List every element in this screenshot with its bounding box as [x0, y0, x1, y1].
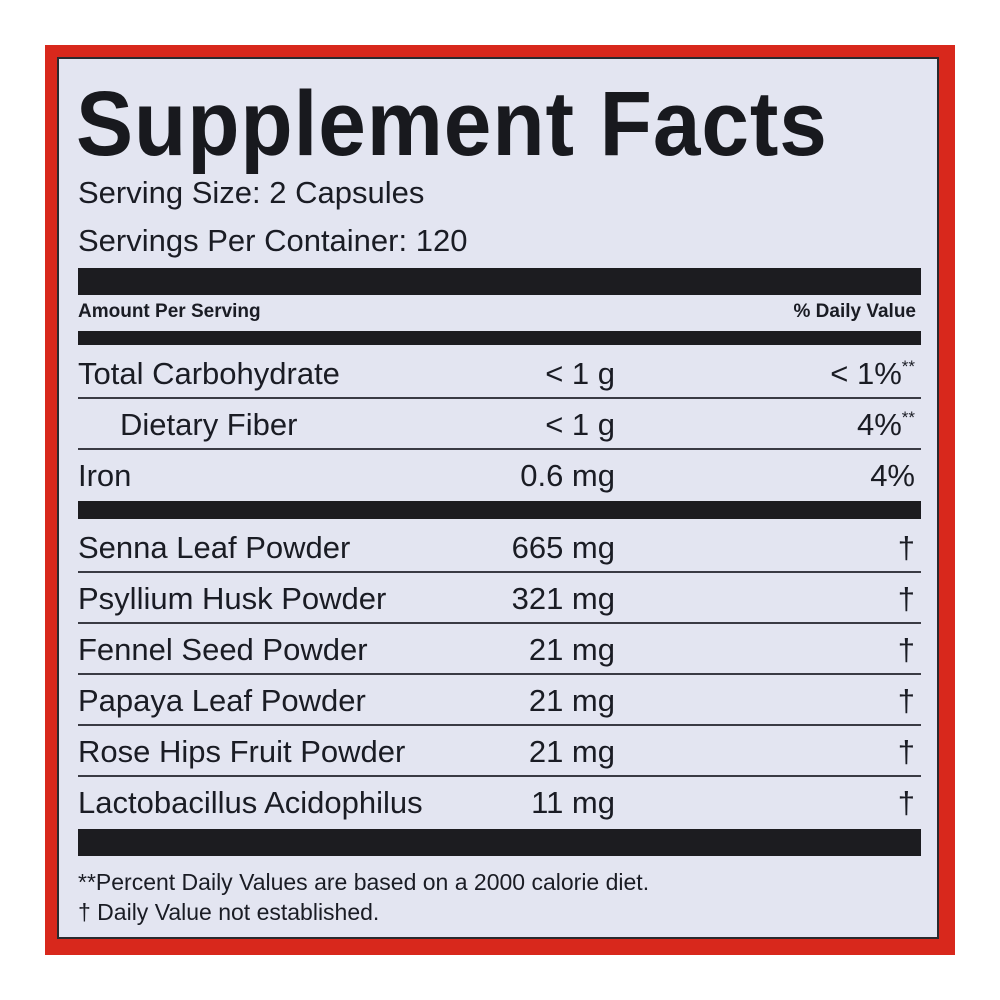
nutrient-dv: < 1%** — [830, 356, 915, 391]
amount-header: Amount Per Serving — [78, 301, 261, 322]
dagger-mark: † — [897, 683, 915, 718]
ingredient-row: Senna Leaf Powder 665 mg † — [78, 522, 921, 572]
ingredient-row: Psyllium Husk Powder 321 mg † — [78, 573, 921, 623]
nutrient-name: Dietary Fiber — [120, 407, 298, 442]
ingredient-name: Senna Leaf Powder — [78, 530, 351, 565]
ingredient-amount: 11 mg — [531, 785, 615, 820]
row-divider — [78, 397, 921, 399]
label-title: Supplement Facts — [76, 73, 828, 175]
row-divider — [78, 622, 921, 624]
row-divider — [78, 571, 921, 573]
nutrient-amount: 0.6 mg — [520, 458, 615, 493]
nutrient-amount: < 1 g — [545, 407, 615, 442]
nutrient-name: Iron — [78, 458, 132, 493]
nutrient-dv: 4%** — [856, 407, 915, 442]
dagger-mark: † — [897, 581, 915, 616]
row-divider — [78, 673, 921, 675]
nutrient-row: Dietary Fiber < 1 g 4%** — [78, 399, 921, 449]
dagger-mark: † — [897, 734, 915, 769]
medium-divider — [78, 501, 921, 519]
nutrient-row: Total Carbohydrate < 1 g < 1%** — [78, 348, 921, 398]
ingredient-name: Lactobacillus Acidophilus — [78, 785, 423, 820]
medium-divider — [78, 331, 921, 345]
daily-value-header: % Daily Value — [793, 301, 916, 322]
thick-divider — [78, 829, 921, 856]
ingredient-amount: 665 mg — [511, 530, 615, 565]
nutrient-amount: < 1 g — [545, 356, 615, 391]
servings-per-container: Servings Per Container: 120 — [78, 223, 468, 258]
nutrient-dv: 4% — [870, 458, 915, 493]
row-divider — [78, 775, 921, 777]
row-divider — [78, 448, 921, 450]
thick-divider — [78, 268, 921, 295]
ingredient-row: Papaya Leaf Powder 21 mg † — [78, 675, 921, 725]
ingredient-amount: 21 mg — [528, 632, 615, 667]
dagger-mark: † — [897, 632, 915, 667]
footnote-not-established: † Daily Value not established. — [78, 899, 380, 925]
ingredient-amount: 21 mg — [528, 734, 615, 769]
ingredient-name: Papaya Leaf Powder — [78, 683, 366, 718]
ingredient-name: Fennel Seed Powder — [78, 632, 368, 667]
ingredient-row: Rose Hips Fruit Powder 21 mg † — [78, 726, 921, 776]
serving-size: Serving Size: 2 Capsules — [78, 175, 425, 210]
nutrient-name: Total Carbohydrate — [78, 356, 340, 391]
label-panel — [57, 57, 939, 939]
ingredient-amount: 21 mg — [528, 683, 615, 718]
ingredient-name: Rose Hips Fruit Powder — [78, 734, 406, 769]
dagger-mark: † — [897, 785, 915, 820]
ingredient-row: Lactobacillus Acidophilus 11 mg † — [78, 777, 921, 827]
nutrient-row: Iron 0.6 mg 4% — [78, 450, 921, 500]
dagger-mark: † — [897, 530, 915, 565]
ingredient-row: Fennel Seed Powder 21 mg † — [78, 624, 921, 674]
ingredient-name: Psyllium Husk Powder — [78, 581, 387, 616]
ingredient-amount: 321 mg — [511, 581, 615, 616]
footnote-daily-value: **Percent Daily Values are based on a 20… — [78, 869, 650, 895]
row-divider — [78, 724, 921, 726]
